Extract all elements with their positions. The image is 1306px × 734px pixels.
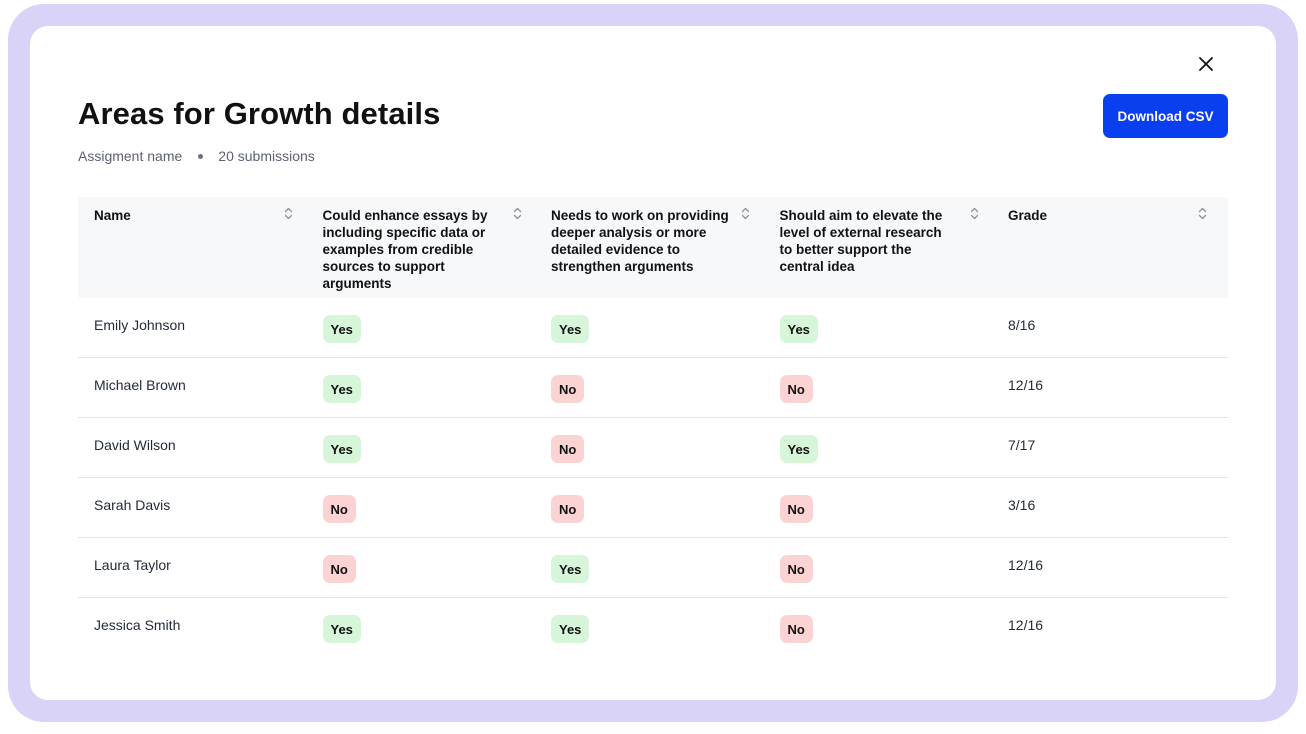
status-badge: Yes (322, 615, 361, 643)
student-name: David Wilson (94, 437, 176, 453)
column-header-grade[interactable]: Grade (992, 197, 1228, 298)
table-row: Emily Johnson Yes Yes Yes 8/16 (78, 298, 1228, 358)
close-button[interactable] (1194, 52, 1218, 76)
student-name: Jessica Smith (94, 617, 181, 633)
table-row: Michael Brown Yes No No 12/16 (78, 358, 1228, 418)
table-row: Jessica Smith Yes Yes No 12/16 (78, 598, 1228, 658)
status-badge: No (779, 555, 813, 583)
status-badge: No (779, 615, 813, 643)
sort-icon[interactable] (1198, 207, 1207, 220)
column-header-specific-data[interactable]: Could enhance essays by including specif… (307, 197, 536, 298)
grade-value: 3/16 (1008, 497, 1036, 513)
column-header-external-research[interactable]: Should aim to elevate the level of exter… (764, 197, 993, 298)
grade-value: 12/16 (1008, 617, 1044, 633)
sort-icon[interactable] (284, 207, 293, 220)
grade-value: 12/16 (1008, 557, 1044, 573)
close-icon (1199, 57, 1213, 71)
status-badge: Yes (322, 435, 361, 463)
status-badge: No (551, 435, 585, 463)
table-row: David Wilson Yes No Yes 7/17 (78, 418, 1228, 478)
status-badge: Yes (322, 315, 361, 343)
modal-subtitle: Assigment name 20 submissions (78, 148, 315, 164)
status-badge: No (322, 555, 356, 583)
student-name: Emily Johnson (94, 317, 186, 333)
student-name: Michael Brown (94, 377, 186, 393)
status-badge: Yes (779, 315, 818, 343)
status-badge: No (551, 495, 585, 523)
download-csv-button[interactable]: Download CSV (1103, 94, 1228, 138)
submission-count: 20 submissions (218, 148, 315, 164)
status-badge: Yes (322, 375, 361, 403)
grade-value: 8/16 (1008, 317, 1036, 333)
page-title: Areas for Growth details (78, 96, 441, 131)
status-badge: Yes (551, 555, 590, 583)
growth-details-modal: Areas for Growth details Assigment name … (30, 26, 1276, 700)
student-name: Sarah Davis (94, 497, 171, 513)
growth-table: Name Could enhance essays by including s… (78, 197, 1228, 658)
sort-icon[interactable] (513, 207, 522, 220)
status-badge: No (322, 495, 356, 523)
status-badge: No (779, 495, 813, 523)
table-row: Sarah Davis No No No 3/16 (78, 478, 1228, 538)
table-header: Name Could enhance essays by including s… (78, 197, 1228, 298)
grade-value: 12/16 (1008, 377, 1044, 393)
status-badge: Yes (779, 435, 818, 463)
grade-value: 7/17 (1008, 437, 1036, 453)
column-header-deeper-analysis[interactable]: Needs to work on providing deeper analys… (535, 197, 764, 298)
table-row: Laura Taylor No Yes No 12/16 (78, 538, 1228, 598)
sort-icon[interactable] (970, 207, 979, 220)
status-badge: No (551, 375, 585, 403)
separator-dot (198, 153, 204, 159)
column-header-name[interactable]: Name (78, 197, 307, 298)
assignment-name: Assigment name (78, 148, 183, 164)
sort-icon[interactable] (741, 207, 750, 220)
status-badge: No (779, 375, 813, 403)
status-badge: Yes (551, 615, 590, 643)
student-name: Laura Taylor (94, 557, 171, 573)
status-badge: Yes (551, 315, 590, 343)
